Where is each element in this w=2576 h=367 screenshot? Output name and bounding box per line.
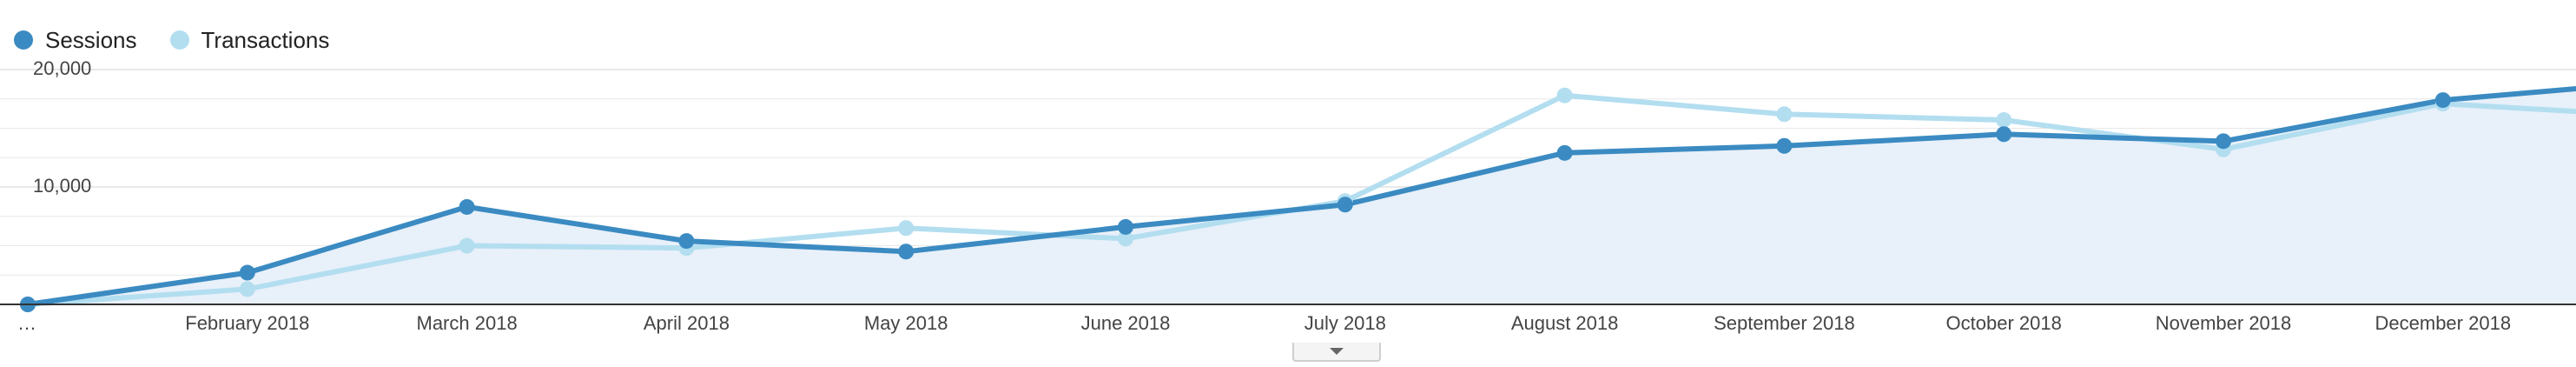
transactions-data-point[interactable] xyxy=(898,220,915,237)
y-tick-label: 20,000 xyxy=(33,57,91,79)
chevron-down-icon xyxy=(1330,348,1344,355)
sessions-data-point[interactable] xyxy=(239,264,255,281)
legend-item-transactions[interactable]: Transactions xyxy=(169,27,330,53)
x-tick-label: September 2018 xyxy=(1714,312,1855,334)
sessions-data-point[interactable] xyxy=(1118,218,1133,235)
x-tick-label: August 2018 xyxy=(1511,312,1619,334)
chart-legend: Sessions Transactions xyxy=(14,24,329,56)
sessions-swatch-icon xyxy=(14,30,33,50)
x-tick-label: April 2018 xyxy=(644,312,730,334)
x-tick-label: October 2018 xyxy=(1946,312,2062,334)
x-tick-label: June 2018 xyxy=(1081,312,1171,334)
transactions-swatch-icon xyxy=(169,30,189,50)
x-tick-label: July 2018 xyxy=(1305,312,1386,334)
x-tick-label: March 2018 xyxy=(417,312,518,334)
sessions-data-point[interactable] xyxy=(2434,92,2451,109)
sessions-data-point[interactable] xyxy=(678,233,695,250)
sessions-data-point[interactable] xyxy=(1337,197,1353,213)
x-tick-label: May 2018 xyxy=(864,312,948,334)
x-tick-label: December 2018 xyxy=(2375,312,2512,334)
transactions-data-point[interactable] xyxy=(1118,230,1133,247)
x-axis-ticks: … February 2018 March 2018 April 2018 May 20… xyxy=(17,312,2511,334)
sessions-data-point[interactable] xyxy=(2216,133,2231,150)
y-tick-label: 10,000 xyxy=(33,175,91,197)
sessions-data-point[interactable] xyxy=(1996,126,2012,143)
transactions-data-point[interactable] xyxy=(239,281,255,297)
sessions-data-point[interactable] xyxy=(1556,144,1573,161)
sessions-area xyxy=(28,89,2576,304)
legend-label-transactions: Transactions xyxy=(201,27,330,53)
transactions-data-point[interactable] xyxy=(459,237,475,254)
x-tick-label: November 2018 xyxy=(2156,312,2292,334)
transactions-data-point[interactable] xyxy=(1776,106,1793,123)
y-axis-ticks: 10,000 20,000 xyxy=(33,57,91,197)
sessions-data-point[interactable] xyxy=(1776,137,1793,154)
sessions-data-point[interactable] xyxy=(898,244,915,260)
x-tick-label: … xyxy=(17,312,36,334)
sessions-data-point[interactable] xyxy=(459,198,475,215)
chart-scroll-handle[interactable] xyxy=(1292,343,1381,362)
legend-label-sessions: Sessions xyxy=(45,27,137,53)
legend-item-sessions[interactable]: Sessions xyxy=(14,29,137,51)
transactions-data-point[interactable] xyxy=(1556,87,1573,103)
transactions-data-point[interactable] xyxy=(1996,112,2012,129)
x-tick-label: February 2018 xyxy=(185,312,309,334)
